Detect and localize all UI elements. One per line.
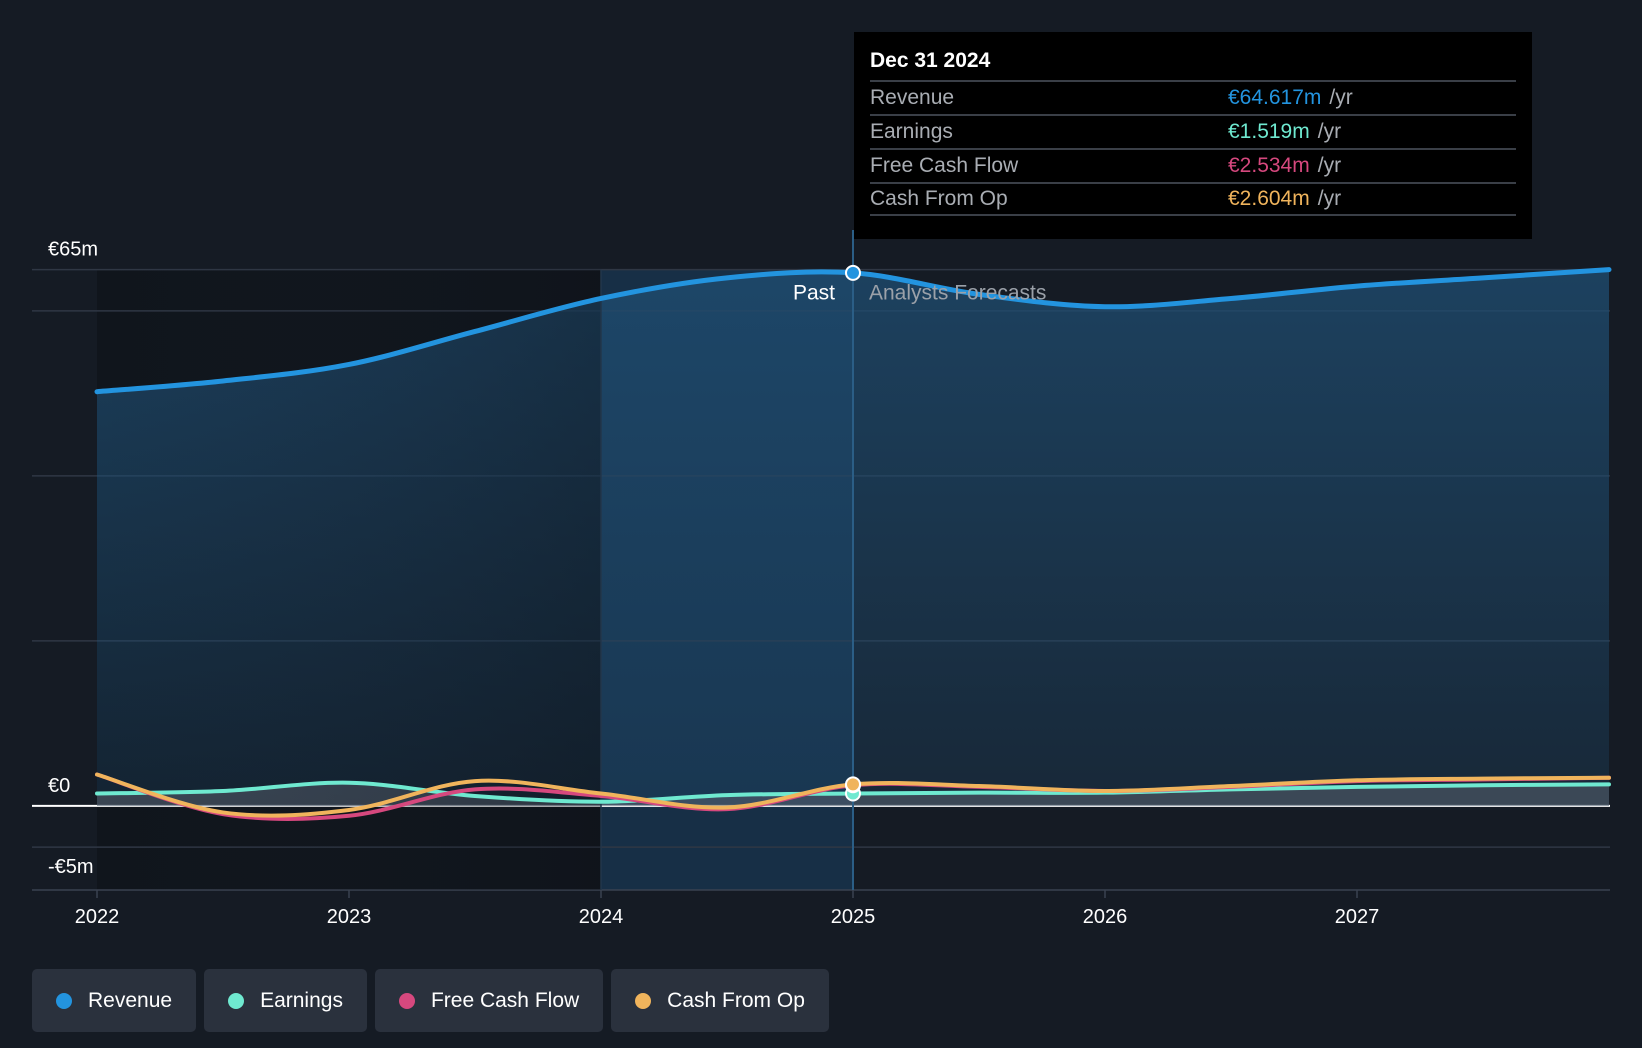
- legend-item-earnings[interactable]: Earnings: [204, 969, 367, 1032]
- x-tick-label: 2027: [1335, 906, 1380, 928]
- legend-dot-icon: [635, 992, 652, 1009]
- legend-dot-icon: [56, 992, 72, 1009]
- legend-label: Earnings: [260, 988, 343, 1012]
- tooltip-value: €1.519m: [1228, 120, 1310, 143]
- legend-dot-icon: [228, 992, 245, 1009]
- tooltip-value: €2.534m: [1228, 154, 1310, 177]
- tooltip-row-revenue: Revenue €64.617m /yr: [870, 80, 1516, 114]
- revenue-marker: [845, 264, 861, 281]
- x-tick-label: 2025: [831, 906, 876, 928]
- past-overlay: [97, 269, 601, 891]
- x-tick-label: 2023: [327, 906, 372, 928]
- y-tick-label: €0: [48, 775, 70, 797]
- past-label: Past: [793, 282, 835, 305]
- x-tick-label: 2026: [1083, 906, 1128, 928]
- legend-item-free-cash-flow[interactable]: Free Cash Flow: [374, 969, 604, 1032]
- tooltip-unit: /yr: [1329, 86, 1353, 109]
- tooltip-value: €2.604m: [1228, 187, 1310, 210]
- legend-item-cash-from-op[interactable]: Cash From Op: [611, 969, 829, 1032]
- x-tick-label: 2024: [579, 906, 624, 928]
- tooltip-unit: /yr: [1317, 154, 1342, 177]
- forecast-label: Analysts Forecasts: [869, 282, 1046, 305]
- tooltip: Dec 31 2024 Revenue €64.617m /yr Earning…: [854, 32, 1532, 239]
- tooltip-unit: /yr: [1317, 187, 1342, 210]
- y-tick-label: €65m: [48, 239, 98, 261]
- tooltip-label: Free Cash Flow: [870, 154, 1019, 177]
- tooltip-row-cash-from-op: Cash From Op €2.604m /yr: [870, 182, 1516, 216]
- legend-dot-icon: [398, 992, 415, 1009]
- tooltip-row-earnings: Earnings €1.519m /yr: [870, 114, 1516, 148]
- legend-label: Cash From Op: [667, 988, 805, 1012]
- tooltip-label: Revenue: [870, 86, 955, 109]
- tooltip-value: €64.617m: [1228, 86, 1322, 109]
- x-tick-label: 2022: [75, 906, 120, 928]
- tooltip-date: Dec 31 2024: [870, 49, 991, 72]
- tooltip-unit: /yr: [1317, 120, 1342, 143]
- tooltip-label: Earnings: [870, 120, 953, 143]
- tooltip-label: Cash From Op: [870, 187, 1008, 210]
- legend-item-revenue[interactable]: Revenue: [32, 969, 197, 1032]
- y-tick-label: -€5m: [48, 856, 94, 878]
- legend-label: Free Cash Flow: [430, 988, 580, 1012]
- legend: Revenue Earnings Free Cash Flow Cash Fro…: [32, 969, 829, 1032]
- cash-from-op-marker: [845, 776, 861, 793]
- legend-label: Revenue: [88, 988, 173, 1012]
- tooltip-row-free-cash-flow: Free Cash Flow €2.534m /yr: [870, 148, 1516, 182]
